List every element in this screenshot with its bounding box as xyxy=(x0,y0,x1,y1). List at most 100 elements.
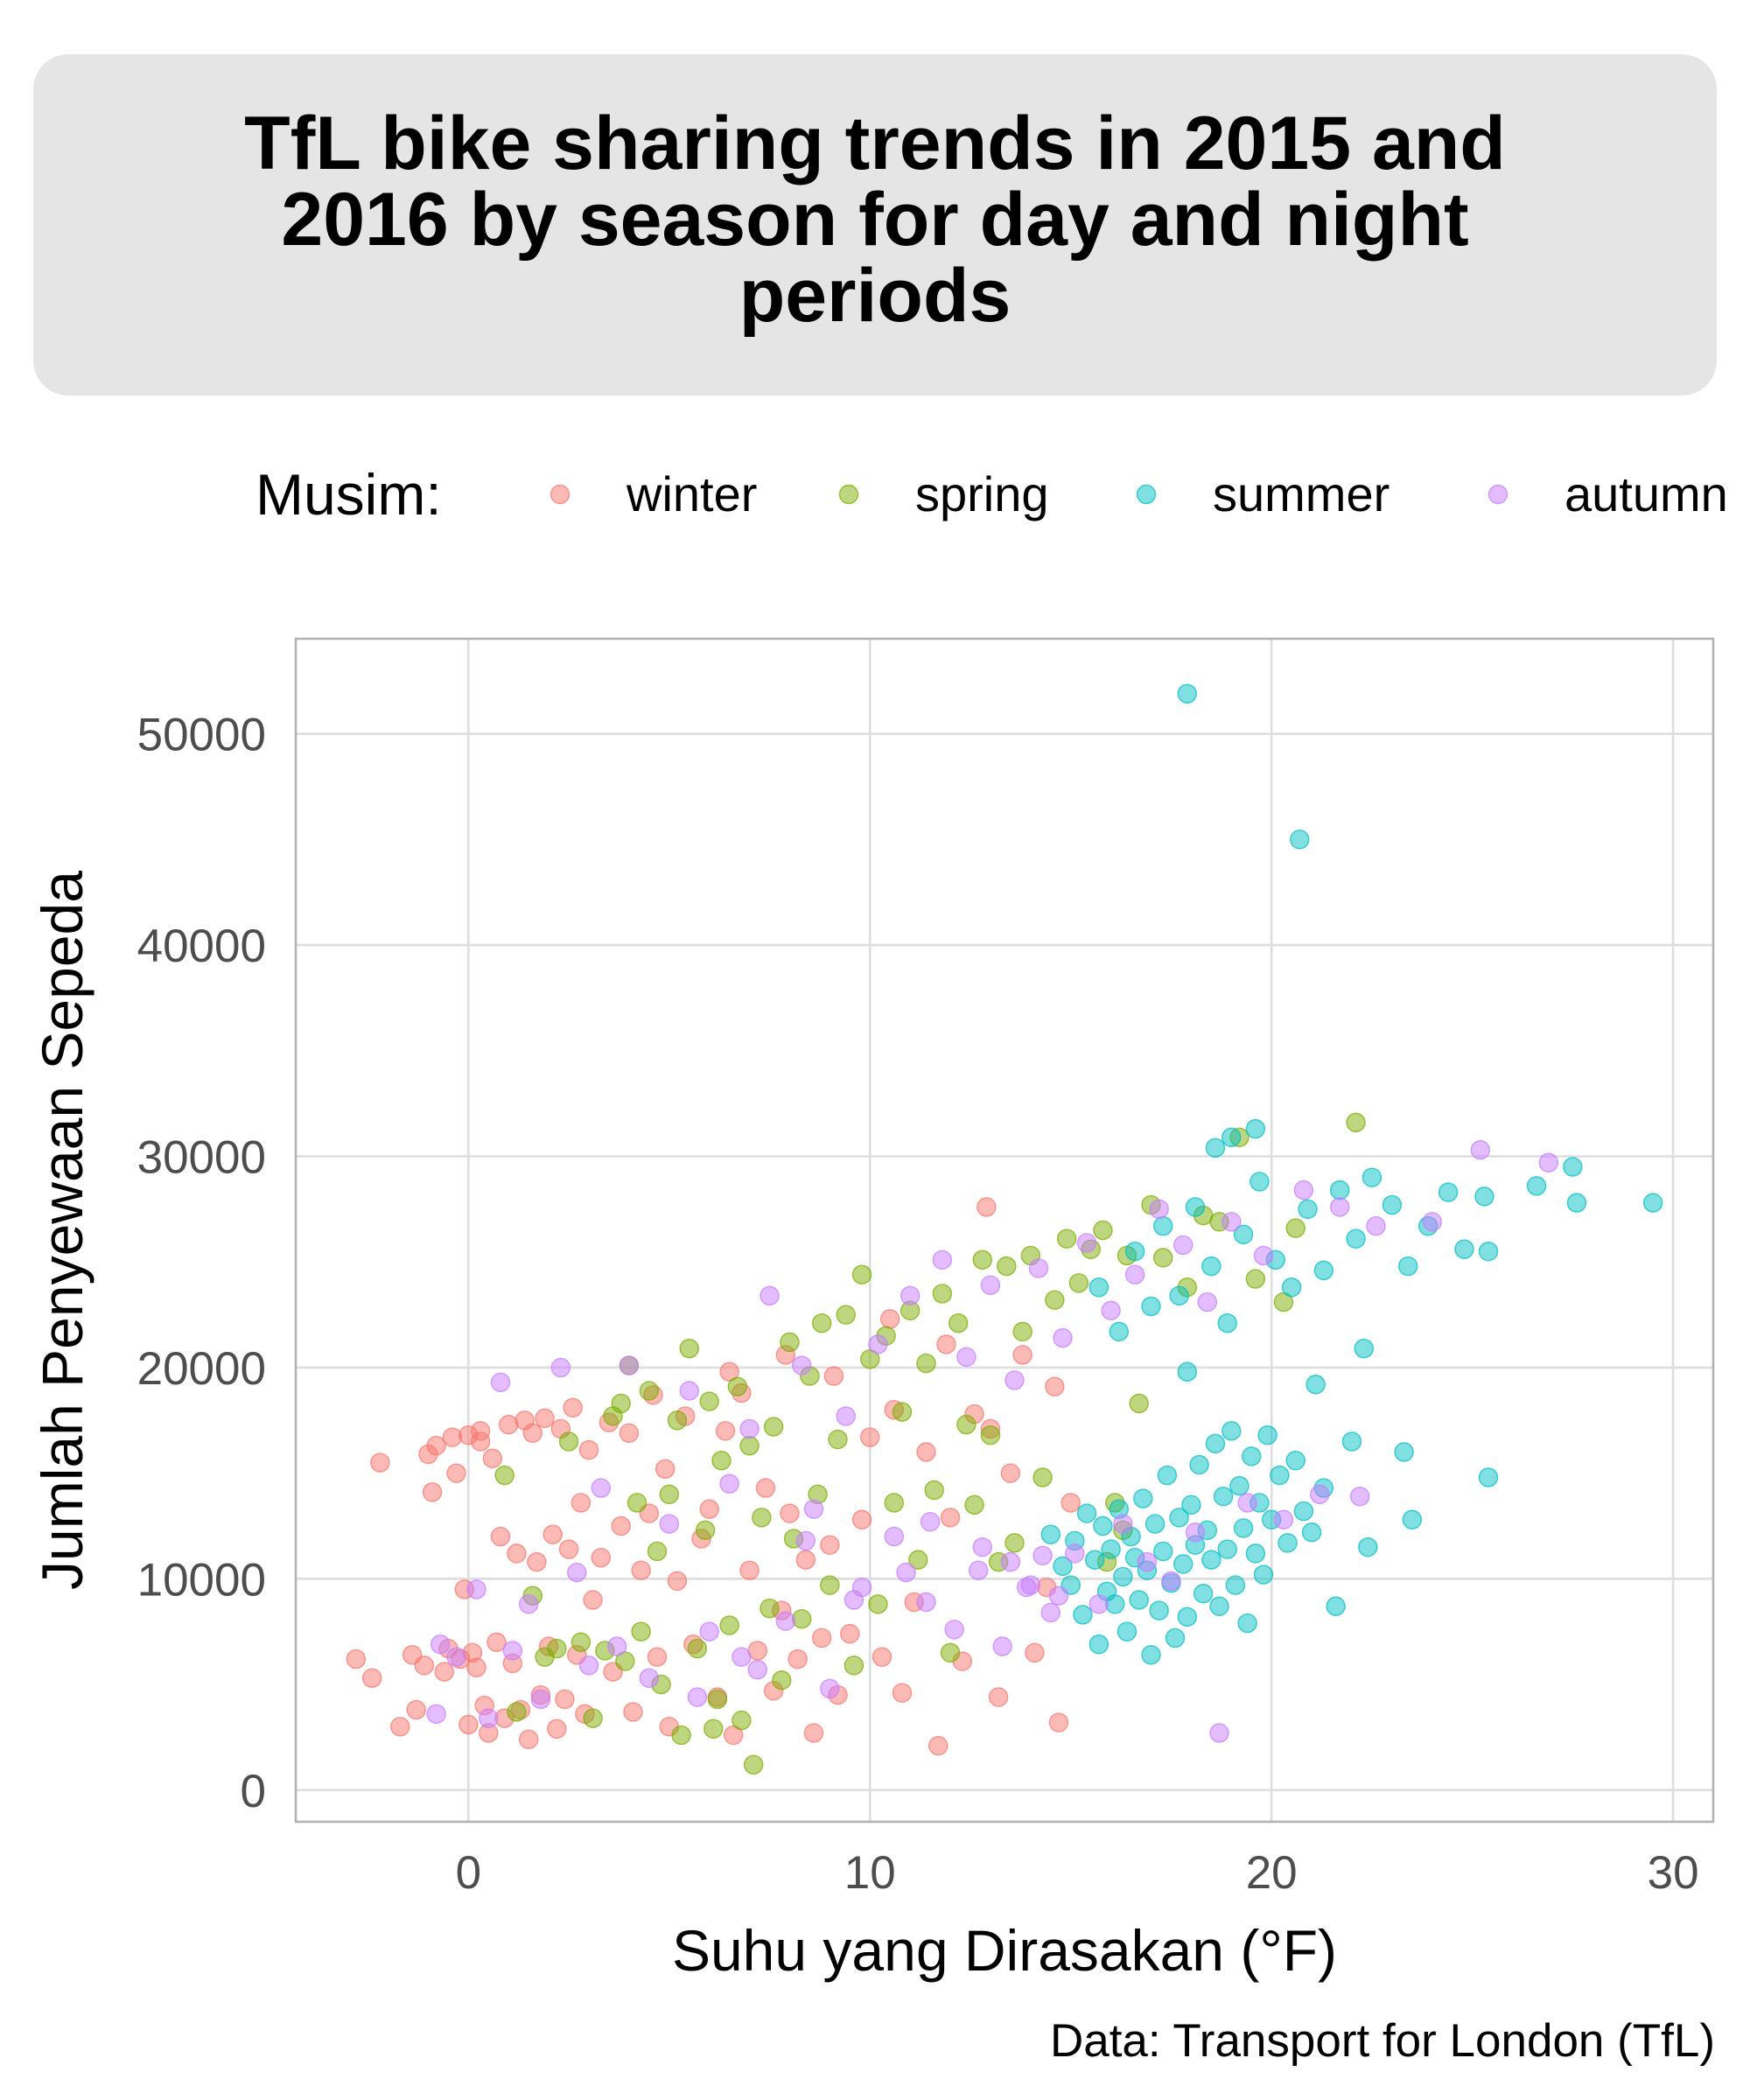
data-point-autumn xyxy=(900,1285,920,1306)
data-point-winter xyxy=(370,1452,390,1473)
data-point-winter xyxy=(1000,1463,1021,1483)
data-point-autumn xyxy=(502,1641,523,1661)
data-point-spring xyxy=(892,1402,913,1422)
data-point-autumn xyxy=(679,1381,699,1401)
gridlines xyxy=(296,639,1713,1822)
data-point-summer xyxy=(1205,1138,1226,1158)
data-point-spring xyxy=(868,1594,888,1614)
data-point-summer xyxy=(1209,1596,1229,1616)
x-tick-label: 0 xyxy=(456,1847,481,1899)
data-point-autumn xyxy=(1048,1586,1069,1606)
data-point-spring xyxy=(851,1264,872,1284)
data-point-winter xyxy=(976,1197,997,1217)
y-tick-label: 10000 xyxy=(137,1554,266,1606)
data-point-summer xyxy=(1109,1321,1129,1342)
data-point-summer xyxy=(1293,1501,1314,1522)
data-point-winter xyxy=(518,1729,539,1750)
data-point-spring xyxy=(1245,1269,1266,1289)
data-point-spring xyxy=(772,1670,792,1690)
data-point-summer xyxy=(1563,1157,1583,1177)
data-point-summer xyxy=(1250,1172,1270,1192)
data-point-winter xyxy=(872,1647,892,1667)
legend-key-autumn xyxy=(1488,484,1508,505)
data-point-spring xyxy=(844,1656,864,1676)
data-point-summer xyxy=(1362,1167,1382,1187)
data-point-autumn xyxy=(1076,1233,1097,1253)
data-point-winter xyxy=(570,1493,592,1513)
data-point-summer xyxy=(1253,1564,1274,1585)
data-point-summer xyxy=(1053,1556,1073,1577)
data-point-spring xyxy=(932,1284,953,1304)
data-point-summer xyxy=(1085,1550,1105,1570)
data-point-winter xyxy=(851,1509,872,1530)
data-point-autumn xyxy=(1004,1370,1025,1390)
data-point-autumn xyxy=(1000,1551,1021,1572)
data-point-spring xyxy=(792,1609,812,1629)
data-point-winter xyxy=(788,1648,808,1670)
data-point-spring xyxy=(811,1313,832,1334)
data-point-summer xyxy=(1478,1467,1499,1488)
data-point-summer xyxy=(1382,1194,1403,1215)
data-point-autumn xyxy=(972,1536,992,1558)
data-point-spring xyxy=(732,1710,752,1731)
data-point-winter xyxy=(631,1560,651,1580)
data-point-summer xyxy=(1217,1539,1237,1559)
legend-label-winter: winter xyxy=(626,466,757,522)
data-point-winter xyxy=(426,1436,446,1456)
data-point-winter xyxy=(591,1548,611,1568)
data-point-autumn xyxy=(820,1678,840,1699)
data-point-autumn xyxy=(739,1418,760,1439)
data-point-autumn xyxy=(1422,1212,1442,1232)
data-point-summer xyxy=(1165,1628,1186,1648)
data-point-summer xyxy=(1193,1584,1214,1604)
data-point-spring xyxy=(1153,1248,1173,1268)
data-point-winter xyxy=(406,1699,426,1720)
data-point-spring xyxy=(679,1338,699,1359)
data-point-autumn xyxy=(699,1621,719,1642)
data-point-winter xyxy=(619,1423,640,1443)
tick-labels: 0 10 20 30 0 10000 20000 30000 40000 50000 xyxy=(137,710,1699,1899)
data-point-winter xyxy=(547,1718,567,1739)
data-point-autumn xyxy=(1161,1571,1181,1591)
data-point-summer xyxy=(1149,1600,1169,1620)
data-point-autumn xyxy=(1366,1215,1386,1236)
data-point-autumn xyxy=(659,1514,679,1534)
legend-key-spring xyxy=(838,484,859,505)
data-point-spring xyxy=(743,1754,764,1775)
data-point-autumn xyxy=(916,1592,936,1613)
data-point-spring xyxy=(752,1508,772,1528)
data-points xyxy=(346,683,1663,1775)
data-point-winter xyxy=(583,1590,603,1610)
data-point-autumn xyxy=(1330,1197,1350,1217)
data-point-winter xyxy=(422,1482,443,1502)
data-point-summer xyxy=(1346,1228,1366,1249)
data-point-winter xyxy=(390,1717,410,1737)
title-box xyxy=(33,54,1717,396)
data-point-autumn xyxy=(1028,1258,1049,1278)
data-point-spring xyxy=(711,1450,732,1471)
data-point-autumn xyxy=(795,1530,816,1551)
data-point-autumn xyxy=(1253,1245,1274,1266)
data-point-spring xyxy=(1346,1112,1366,1133)
data-point-winter xyxy=(667,1571,688,1591)
data-point-summer xyxy=(1242,1446,1262,1466)
data-point-spring xyxy=(760,1598,780,1619)
data-point-summer xyxy=(1177,1606,1198,1628)
data-point-summer xyxy=(1281,1277,1302,1298)
data-point-summer xyxy=(1394,1442,1414,1462)
data-point-autumn xyxy=(992,1636,1012,1656)
data-point-spring xyxy=(695,1520,716,1541)
data-point-autumn xyxy=(1113,1514,1133,1534)
data-point-winter xyxy=(928,1735,948,1756)
data-point-winter xyxy=(860,1427,880,1447)
data-point-summer xyxy=(1326,1596,1346,1616)
data-point-summer xyxy=(1088,1634,1110,1655)
data-point-autumn xyxy=(1149,1199,1169,1220)
data-point-autumn xyxy=(1310,1484,1330,1504)
y-tick-label: 30000 xyxy=(137,1132,266,1184)
data-point-autumn xyxy=(1088,1594,1110,1614)
data-point-winter xyxy=(823,1366,844,1386)
data-point-summer xyxy=(1306,1375,1326,1395)
data-point-winter xyxy=(527,1551,547,1572)
